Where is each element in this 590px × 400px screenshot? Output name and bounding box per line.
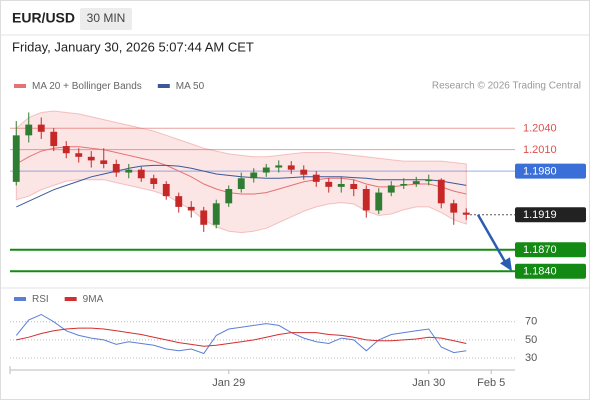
y-tick-label: 50: [525, 334, 537, 346]
forecast-arrow: [476, 214, 509, 266]
candle-body: [225, 189, 233, 204]
candle-body: [362, 189, 370, 211]
candle-body: [287, 165, 295, 170]
candle-body: [337, 183, 345, 187]
legend-swatch: [64, 297, 77, 301]
timeframe-box: [80, 8, 132, 30]
forecast-arrowhead: [500, 257, 512, 272]
candle-body: [375, 192, 383, 211]
rsi-line: [15, 313, 467, 355]
candle-body: [262, 167, 270, 173]
candle-body: [412, 181, 420, 184]
symbol: EUR/USD: [12, 10, 75, 26]
candle-body: [112, 163, 120, 173]
candle-body: [75, 153, 83, 157]
candle-body: [62, 146, 70, 154]
x-tick-label: Jan 30: [412, 377, 445, 389]
y-tick-label: 30: [525, 352, 537, 364]
candle-body: [400, 183, 408, 186]
level-box: [515, 242, 586, 258]
candle-body: [237, 178, 245, 189]
candle-body: [462, 212, 470, 215]
candle-body: [187, 206, 195, 211]
candle-body: [425, 179, 433, 182]
legend-label: 9MA: [83, 294, 104, 305]
candle-body: [437, 179, 445, 204]
legend-label: RSI: [32, 294, 49, 305]
timeframe: 30 MIN: [87, 11, 126, 25]
candle-body: [137, 169, 145, 179]
source: Research © 2026 Trading Central: [432, 81, 581, 92]
candle-body: [300, 169, 308, 175]
candle-body: [312, 174, 320, 182]
candle-body: [125, 169, 133, 173]
candle-body: [325, 181, 333, 187]
x-tick-label: Feb 5: [477, 377, 505, 389]
candle-body: [175, 196, 183, 207]
candle-body: [350, 183, 358, 189]
candle-body: [50, 131, 58, 147]
level-label: 1.1840: [523, 266, 557, 278]
level-label: 1.1870: [523, 244, 557, 256]
candle-body: [275, 165, 283, 168]
y-tick-label: 70: [525, 316, 537, 328]
candle-body: [200, 210, 208, 225]
bollinger-band: [15, 110, 467, 234]
candle-body: [150, 178, 158, 184]
legend-label: MA 50: [176, 81, 205, 92]
candle-body: [212, 203, 220, 225]
candle-body: [25, 124, 33, 136]
candle-body: [37, 124, 45, 132]
candle-body: [450, 203, 458, 213]
legend-label: MA 20 + Bollinger Bands: [32, 81, 142, 92]
candle-body: [387, 185, 395, 193]
legend-swatch: [14, 297, 26, 301]
level-label: 1.2010: [523, 144, 557, 156]
rsi-line: [16, 327, 467, 347]
candle-body: [12, 135, 20, 182]
level-box: [515, 163, 586, 179]
candle-body: [250, 172, 258, 179]
level-box: [515, 207, 586, 223]
level-label: 1.2040: [523, 123, 557, 135]
level-box: [515, 263, 586, 279]
timestamp: Friday, January 30, 2026 5:07:44 AM CET: [12, 39, 254, 54]
level-label: 1.1980: [523, 166, 557, 178]
legend-swatch: [14, 84, 26, 88]
legend-swatch: [157, 84, 170, 88]
candle-body: [87, 156, 95, 161]
level-label: 1.1919: [523, 209, 557, 221]
candle-body: [162, 183, 170, 197]
x-tick-label: Jan 29: [212, 377, 245, 389]
candle-body: [100, 160, 108, 164]
